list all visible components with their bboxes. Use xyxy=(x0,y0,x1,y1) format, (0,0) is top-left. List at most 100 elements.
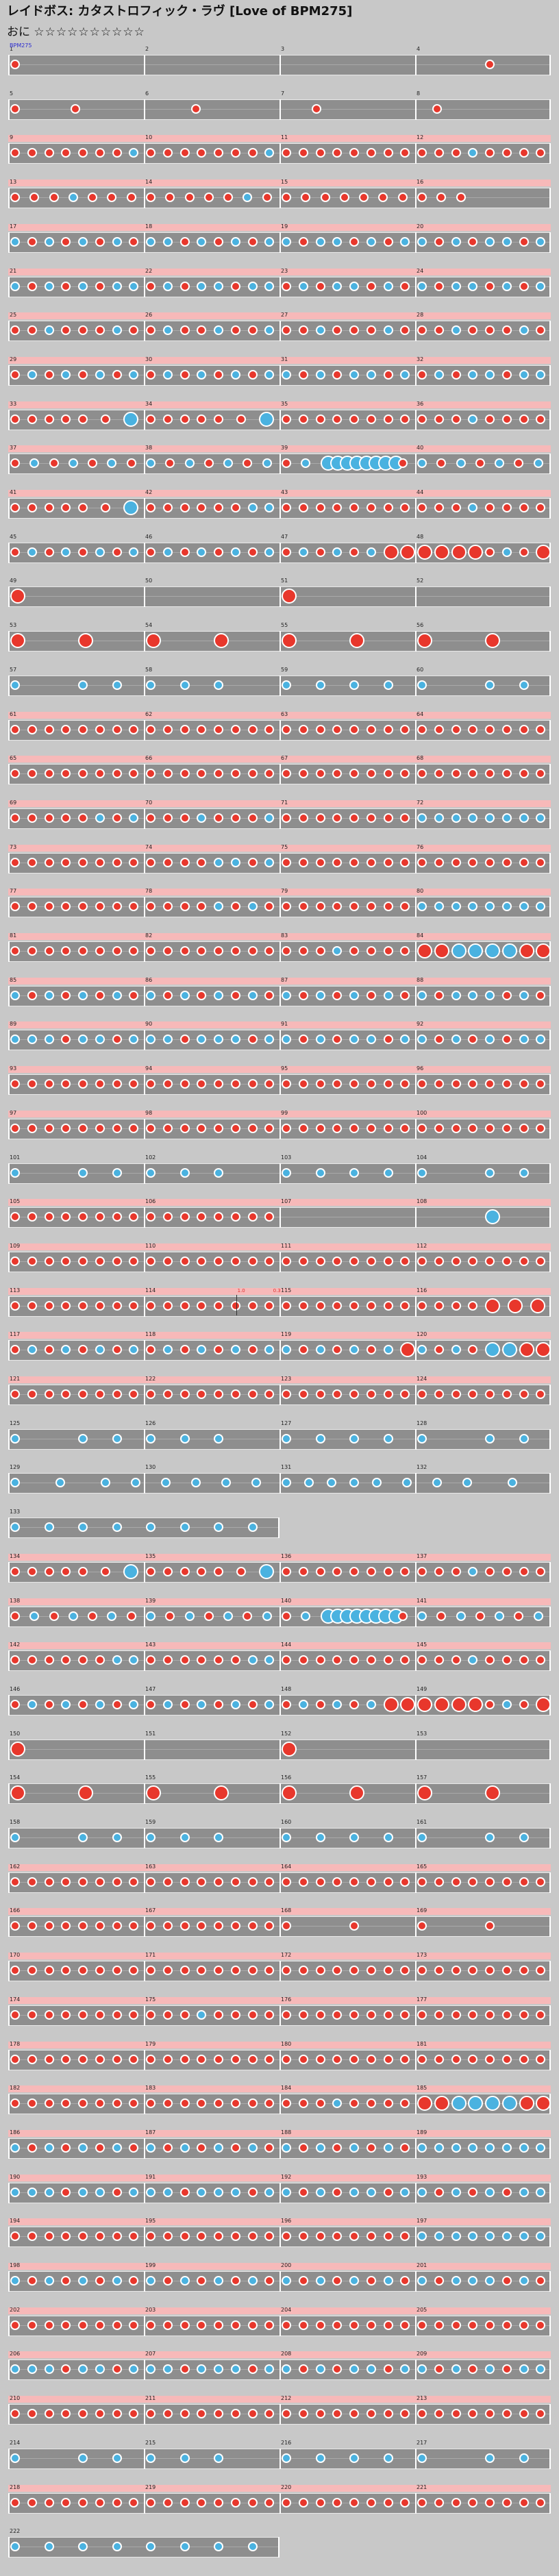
barline xyxy=(549,985,551,1006)
measure-number: 49 xyxy=(10,578,17,584)
measure-number: 197 xyxy=(417,2218,427,2225)
don-note xyxy=(400,414,410,424)
barline xyxy=(8,1118,10,1139)
barline xyxy=(415,1296,417,1317)
don-note xyxy=(29,193,40,203)
don-note xyxy=(417,1300,427,1311)
row-track: 178 179 180 181 xyxy=(8,2038,551,2081)
measure-number: 155 xyxy=(145,1774,156,1781)
don-note xyxy=(400,2231,410,2242)
don-note xyxy=(247,1877,258,1887)
don-note xyxy=(366,2142,376,2153)
ka-note xyxy=(400,2364,410,2375)
ka-note xyxy=(383,1167,393,1178)
ka-note xyxy=(191,1478,201,1488)
don-note xyxy=(332,2497,343,2507)
measure-number: 31 xyxy=(281,356,288,362)
measure-number: 112 xyxy=(417,1242,427,1249)
don-note xyxy=(315,1079,325,1089)
don-note xyxy=(162,414,173,424)
ka-note xyxy=(282,2142,291,2153)
don-note xyxy=(501,1655,512,1665)
ka-note xyxy=(112,1433,122,1444)
measure-number: 79 xyxy=(281,888,288,895)
ka-note xyxy=(315,1833,325,1842)
don-note xyxy=(315,769,325,779)
don-note xyxy=(282,1877,291,1887)
don-note xyxy=(298,1079,308,1089)
ka-note xyxy=(129,1345,139,1355)
don-note xyxy=(162,2497,173,2507)
don-note xyxy=(197,1256,207,1266)
don-note xyxy=(95,1212,105,1222)
ka-note xyxy=(61,1699,71,1709)
don-note xyxy=(129,1877,139,1887)
don-note xyxy=(332,369,343,380)
don-note xyxy=(112,1921,122,1931)
ka-note xyxy=(349,1833,359,1842)
barline xyxy=(8,1296,10,1317)
chart-row: 146 147 148 149 xyxy=(0,1683,559,1726)
measure-band xyxy=(8,2129,551,2137)
don-note xyxy=(417,2409,427,2419)
measure-number: 22 xyxy=(145,267,153,274)
ka-note xyxy=(68,193,78,203)
don-note xyxy=(315,1123,325,1133)
ka-note-big xyxy=(451,2096,467,2111)
don-note-big xyxy=(434,943,449,958)
ka-note-big xyxy=(259,411,274,427)
ka-note xyxy=(282,680,291,690)
row-track: 166 167 168 169 xyxy=(8,1904,551,1948)
measure-number: 207 xyxy=(145,2351,156,2357)
measure-number: 186 xyxy=(10,2129,21,2135)
don-note xyxy=(400,1300,410,1311)
measure-band xyxy=(8,2396,551,2403)
don-note xyxy=(247,2187,258,2197)
don-note xyxy=(417,414,427,424)
don-note xyxy=(383,2320,393,2330)
don-note xyxy=(112,1345,122,1355)
don-note xyxy=(264,2054,275,2064)
ka-note xyxy=(129,281,139,291)
measure-number: 59 xyxy=(281,666,288,673)
measure-number: 121 xyxy=(10,1376,21,1382)
don-note xyxy=(179,2098,190,2109)
don-note xyxy=(61,2409,71,2419)
don-note xyxy=(468,1079,478,1089)
ka-note xyxy=(184,458,195,469)
measure-number: 194 xyxy=(10,2218,21,2225)
don-note xyxy=(315,1256,325,1266)
don-note xyxy=(146,1699,156,1709)
don-note xyxy=(126,458,136,469)
don-note xyxy=(485,1389,495,1399)
measure-band xyxy=(8,933,551,940)
barline xyxy=(415,2448,417,2469)
don-note xyxy=(179,1212,190,1222)
barline xyxy=(144,2049,145,2070)
ka-note xyxy=(112,1522,122,1533)
ka-note xyxy=(61,369,71,380)
don-note xyxy=(44,369,54,380)
measure-number: 158 xyxy=(10,1819,21,1825)
row-track: 61 62 63 64 xyxy=(8,708,551,752)
don-note xyxy=(197,1966,207,1976)
measure-number: 29 xyxy=(10,356,17,362)
don-note xyxy=(400,1877,410,1887)
barline xyxy=(280,985,281,1006)
don-note xyxy=(519,857,529,867)
don-note xyxy=(203,193,214,203)
don-note xyxy=(383,2187,393,2197)
ka-note xyxy=(214,1833,223,1842)
don-note xyxy=(434,857,444,867)
measure-band xyxy=(8,1376,551,1383)
measure-number: 172 xyxy=(281,1952,292,1959)
barline xyxy=(8,2537,10,2558)
measure-number: 57 xyxy=(10,666,17,673)
ka-note xyxy=(332,2098,343,2109)
don-note xyxy=(179,1123,190,1133)
don-note xyxy=(400,2497,410,2507)
barline xyxy=(280,2138,281,2159)
ka-note xyxy=(485,369,495,380)
don-note xyxy=(264,724,275,734)
don-note xyxy=(247,2364,258,2375)
